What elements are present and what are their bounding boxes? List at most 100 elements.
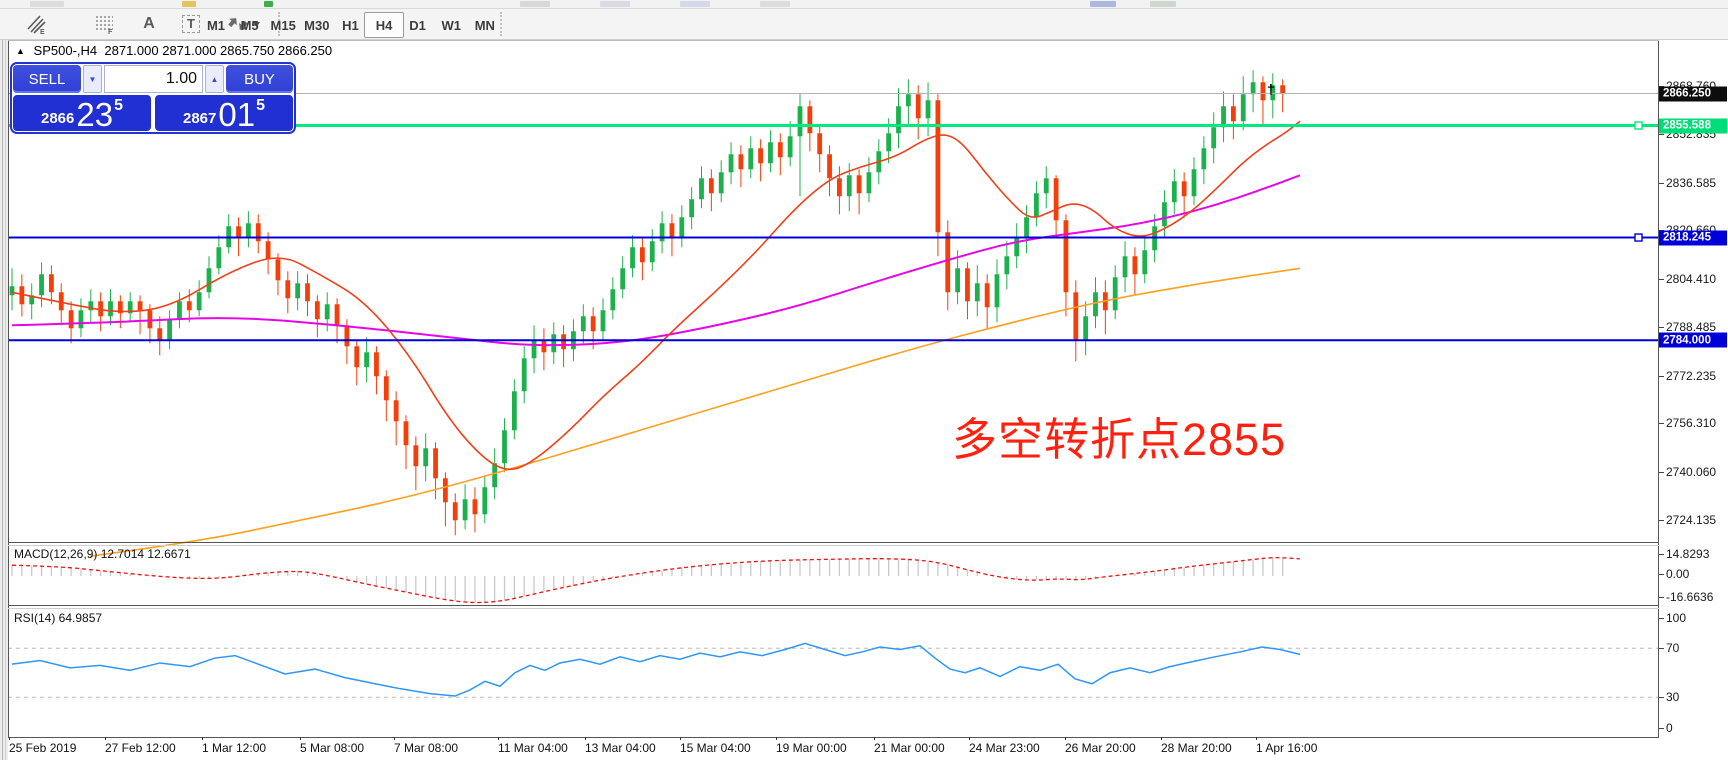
sell-price-sup: 5 — [114, 97, 123, 114]
timeframe-button-H1[interactable]: H1 — [342, 17, 359, 33]
ma_mid-line — [11, 174, 1301, 347]
toolbar-separator — [278, 12, 283, 36]
chart-top-border — [8, 40, 1659, 41]
price-badge: 2866.250 — [1659, 86, 1727, 102]
time-axis-label: 24 Mar 23:00 — [969, 741, 1040, 755]
sell-price-prefix: 2866 — [41, 110, 75, 127]
buy-button[interactable]: BUY — [226, 65, 293, 93]
toolbar-blob — [30, 1, 64, 7]
time-axis-label: 13 Mar 04:00 — [585, 741, 656, 755]
macd-splitter-shadow — [8, 545, 1659, 546]
timeframe-button-M5[interactable]: M5 — [240, 17, 259, 33]
collapse-triangle-icon[interactable]: ▲ — [16, 46, 25, 56]
toolbar-blob — [1150, 1, 1176, 7]
svg-text:E: E — [40, 29, 45, 35]
time-axis-label: 27 Feb 12:00 — [105, 741, 176, 755]
toolbar-blob — [520, 1, 550, 7]
time-axis-label: 25 Feb 2019 — [9, 741, 77, 755]
time-axis-tick — [680, 737, 681, 740]
sell-price-display[interactable]: 2866 23 5 — [13, 95, 151, 131]
time-axis-tick — [585, 737, 586, 740]
volume-decrease-button[interactable]: ▼ — [83, 65, 102, 93]
buy-price-big: 01 — [218, 95, 256, 133]
sell-price-big: 23 — [76, 95, 114, 133]
time-axis-label: 26 Mar 20:00 — [1065, 741, 1136, 755]
time-axis-tick — [105, 737, 106, 740]
macd-axis-tick: -16.6636 — [1658, 590, 1714, 604]
time-axis-tick — [874, 737, 875, 740]
toolbar-blob — [182, 1, 196, 7]
time-axis-tick — [202, 737, 203, 740]
timeframe-button-M15[interactable]: M15 — [270, 17, 296, 33]
rsi-axis-tick: 100 — [1658, 611, 1687, 625]
time-axis-tick — [969, 737, 970, 740]
chart-left-border — [8, 40, 9, 737]
timeframe-button-MN[interactable]: MN — [474, 17, 495, 33]
rsi-axis-tick: 0 — [1659, 721, 1673, 735]
price-badge: 2855.588 — [1659, 118, 1727, 134]
support-line-2818-handle[interactable] — [1634, 233, 1643, 242]
timeframe-button-W1[interactable]: W1 — [441, 17, 461, 33]
ma_slow-line — [89, 267, 1301, 558]
pivot-line-2855-handle[interactable] — [1634, 121, 1643, 130]
macd-indicator-canvas — [11, 556, 1301, 604]
timeframe-button-D1[interactable]: D1 — [409, 17, 426, 33]
time-axis-label: 21 Mar 00:00 — [874, 741, 945, 755]
time-axis-label: 5 Mar 08:00 — [300, 741, 365, 755]
arrow-objects-icon[interactable] — [224, 12, 264, 36]
time-axis-label: 19 Mar 00:00 — [776, 741, 847, 755]
price-axis-tick: 2836.585 — [1658, 175, 1717, 190]
macd-label: MACD(12,26,9) 12.7014 12.6671 — [14, 547, 191, 561]
main-chart-canvas[interactable] — [8, 40, 1658, 558]
rsi-splitter-shadow — [8, 608, 1659, 609]
volume-input[interactable]: 1.00 — [104, 65, 203, 93]
cross-marker-icon: † — [1267, 81, 1275, 97]
clipped-toolbar-row — [0, 0, 1728, 9]
timeframe-button-H4[interactable]: H4 — [364, 12, 404, 38]
time-axis-tick — [776, 737, 777, 740]
rsi-line — [11, 642, 1301, 697]
svg-text:F: F — [108, 29, 113, 35]
text-annotation-icon[interactable]: A — [143, 15, 155, 32]
price-axis-tick: 2756.310 — [1658, 416, 1717, 431]
buy-price-display[interactable]: 2867 01 5 — [155, 95, 293, 131]
rsi-axis-tick: 70 — [1658, 641, 1680, 655]
fibonacci-lines-icon[interactable]: F — [92, 12, 118, 36]
equidistant-channel-icon[interactable]: E — [24, 12, 50, 36]
time-axis-label: 7 Mar 08:00 — [394, 741, 459, 755]
text-label-icon[interactable]: T — [178, 12, 204, 36]
time-axis-tick — [1256, 737, 1257, 740]
buy-price-prefix: 2867 — [183, 110, 217, 127]
macd-axis-tick: 0.00 — [1658, 567, 1690, 581]
rsi-splitter[interactable] — [8, 605, 1659, 606]
macd-signal-line — [11, 556, 1301, 604]
time-axis-tick — [394, 737, 395, 740]
chart-axis-border — [1658, 40, 1659, 737]
timeframe-button-M30[interactable]: M30 — [304, 17, 330, 33]
buy-price-sup: 5 — [256, 97, 265, 114]
chart-text-annotation: 多空转折点2855 — [952, 414, 1287, 465]
price-badge: 2818.245 — [1659, 230, 1727, 246]
toolbar-blob — [600, 1, 630, 7]
sell-button[interactable]: SELL — [13, 65, 81, 93]
time-axis-tick — [9, 737, 10, 740]
chart-title: ▲ SP500-,H4 2871.000 2871.000 2865.750 2… — [16, 43, 332, 58]
time-axis-label: 11 Mar 04:00 — [498, 741, 568, 755]
toolbar-blob — [760, 1, 790, 7]
price-axis-tick: 2788.485 — [1658, 319, 1717, 334]
timeframe-button-M1[interactable]: M1 — [206, 17, 226, 33]
rsi-indicator-canvas — [8, 642, 1658, 698]
time-axis-tick — [1065, 737, 1066, 740]
charts-toolbar: E F A T M1 M5 M15 M30 H1 H4 D1 W1 MN — [0, 9, 1728, 40]
time-axis-label: 1 Mar 12:00 — [202, 741, 267, 755]
macd-histogram — [11, 557, 1284, 603]
macd-splitter[interactable] — [8, 542, 1659, 543]
price-axis-tick: 2724.135 — [1658, 512, 1717, 527]
volume-increase-button[interactable]: ▲ — [205, 65, 224, 93]
price-badge: 2784.000 — [1659, 332, 1727, 348]
time-axis-label: 28 Mar 20:00 — [1161, 741, 1232, 755]
ma_fast-line — [11, 120, 1301, 471]
toolbar-blob — [264, 1, 273, 7]
time-axis-tick — [300, 737, 301, 740]
